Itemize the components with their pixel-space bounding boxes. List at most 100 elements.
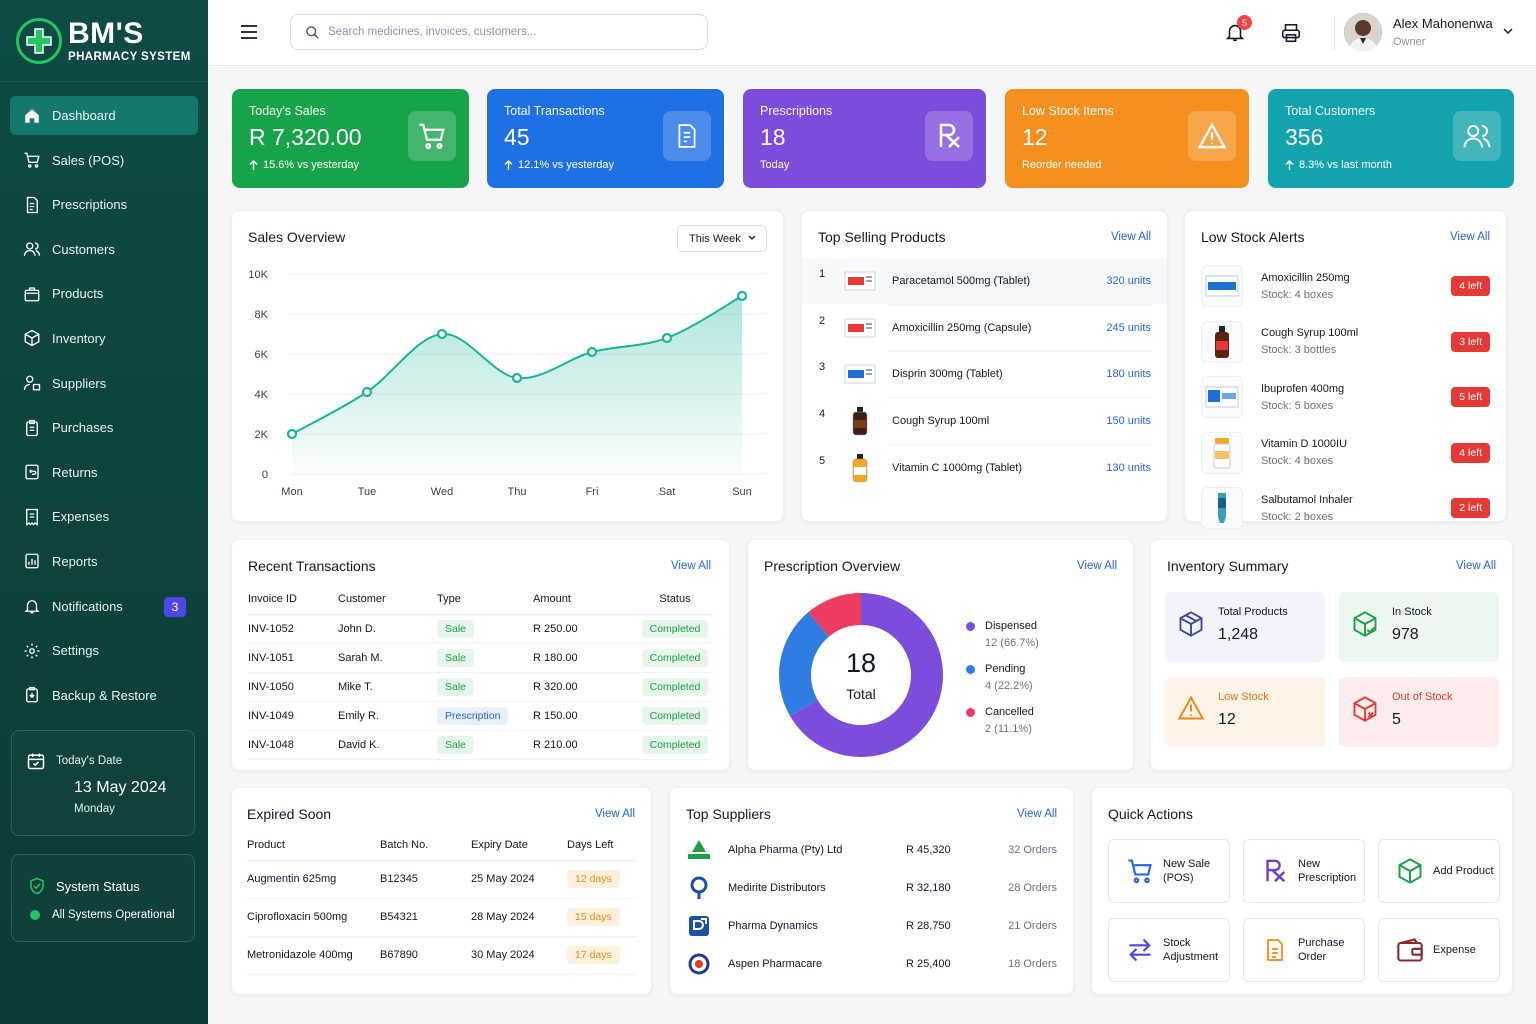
view-all-link[interactable]: View All	[1110, 231, 1151, 243]
tile-label: Out of Stock	[1392, 691, 1453, 703]
purchase-order-button[interactable]: Purchase Order	[1243, 918, 1365, 982]
supplier-amount: R 28,750	[906, 920, 951, 932]
stock-adjustment-button[interactable]: Stock Adjustment	[1108, 918, 1230, 982]
sidebar-item-label: Backup & Restore	[52, 687, 157, 703]
sidebar-item-notifications[interactable]: Notifications 3	[10, 587, 198, 626]
sidebar-item-expenses[interactable]: Expenses	[10, 497, 198, 536]
view-all-link[interactable]: View All	[594, 808, 635, 820]
brand[interactable]: BM'S PHARMACY SYSTEM	[0, 0, 208, 82]
new-prescription-button[interactable]: New Prescription	[1243, 839, 1365, 903]
invoice-icon	[663, 111, 711, 161]
sidebar-item-backup[interactable]: Backup & Restore	[10, 676, 198, 715]
sidebar-item-suppliers[interactable]: Suppliers	[10, 364, 198, 403]
printer-icon[interactable]	[1280, 22, 1302, 44]
stat-card-total-customers[interactable]: Total Customers 356 8.3% vs last month	[1268, 89, 1514, 188]
status-cell: Completed	[637, 672, 713, 702]
table-row[interactable]: INV-1051 Sarah M. Sale R 180.00 Complete…	[248, 643, 713, 673]
inventory-tile-low-stock[interactable]: Low Stock 12	[1165, 677, 1325, 747]
chevron-down-icon[interactable]	[1503, 27, 1513, 35]
inventory-tile-out-of-stock[interactable]: Out of Stock 5	[1339, 677, 1499, 747]
type-cell: Sale	[437, 614, 533, 644]
sidebar-item-products[interactable]: Products	[10, 274, 198, 313]
sidebar-item-sales[interactable]: Sales (POS)	[10, 141, 198, 180]
table-row[interactable]: Augmentin 625mg B12345 25 May 2024 12 da…	[247, 860, 637, 899]
chevron-down-icon	[748, 235, 756, 241]
arrow-up-icon	[249, 160, 258, 170]
avatar[interactable]	[1344, 13, 1382, 51]
top-product-row[interactable]: 4 Cough Syrup 100ml 150 units	[802, 398, 1167, 444]
view-all-link[interactable]: View All	[1016, 808, 1057, 820]
x-tick-label: Wed	[431, 486, 453, 498]
sidebar-item-returns[interactable]: Returns	[10, 453, 198, 492]
invoice-id: INV-1051	[248, 643, 338, 673]
inventory-tile-total-products[interactable]: Total Products 1,248	[1165, 592, 1325, 662]
table-row[interactable]: INV-1050 Mike T. Sale R 320.00 Completed	[248, 672, 713, 702]
sales-line-chart: 0 2K 4K 6K 8K 10K Mon Tue Wed Thu Fri Sat Sun	[248, 269, 767, 498]
top-product-row[interactable]: 3 Disprin 300mg (Tablet) 180 units	[802, 351, 1167, 397]
add-product-button[interactable]: Add Product	[1378, 839, 1500, 903]
low-stock-row[interactable]: Vitamin D 1000IU Stock: 4 boxes 4 left	[1201, 427, 1490, 479]
table-row[interactable]: INV-1052 John D. Sale R 250.00 Completed	[248, 614, 713, 644]
column-header: Type	[437, 584, 533, 615]
supplier-row[interactable]: Alpha Pharma (Pty) Ltd R 45,320 32 Order…	[686, 831, 1057, 869]
low-stock-row[interactable]: Amoxicillin 250mg Stock: 4 boxes 4 left	[1201, 260, 1490, 312]
panel-title: Expired Soon	[247, 806, 332, 822]
table-header-row: Invoice ID Customer Type Amount Status	[248, 584, 713, 615]
stat-card-total-transactions[interactable]: Total Transactions 45 12.1% vs yesterday	[487, 89, 724, 188]
view-all-link[interactable]: View All	[670, 560, 711, 572]
panel-title: Low Stock Alerts	[1201, 229, 1305, 245]
days-left-badge: 17 days	[567, 946, 620, 964]
table-row[interactable]: INV-1048 David K. Sale R 210.00 Complete…	[248, 730, 713, 760]
stat-card-low-stock[interactable]: Low Stock Items 12 Reorder needed	[1005, 89, 1249, 188]
invoice-id: INV-1050	[248, 672, 338, 702]
supplier-row[interactable]: Aspen Pharmacare R 25,400 18 Orders	[686, 945, 1057, 983]
view-all-link[interactable]: View All	[1455, 560, 1496, 572]
low-stock-row[interactable]: Ibuprofen 400mg Stock: 5 boxes 5 left	[1201, 371, 1490, 423]
sidebar-item-purchases[interactable]: Purchases	[10, 408, 198, 447]
customer-name: John D.	[338, 614, 437, 644]
supplier-row[interactable]: Pharma Dynamics R 28,750 21 Orders	[686, 907, 1057, 945]
inventory-summary-panel: Inventory Summary View All Total Product…	[1150, 539, 1513, 771]
table-row[interactable]: Metronidazole 400mg B67890 30 May 2024 1…	[247, 936, 637, 975]
tile-label: Low Stock	[1218, 691, 1269, 703]
sidebar-item-dashboard[interactable]: Dashboard	[10, 96, 198, 135]
user-name[interactable]: Alex Mahonenwa	[1393, 16, 1493, 31]
top-product-row[interactable]: 2 Amoxicillin 250mg (Capsule) 245 units	[802, 305, 1167, 351]
product-name: Disprin 300mg (Tablet)	[892, 368, 1003, 381]
sidebar-item-settings[interactable]: Settings	[10, 631, 198, 670]
sidebar-item-reports[interactable]: Reports	[10, 542, 198, 581]
search-input[interactable]	[328, 26, 688, 38]
stock-count: Stock: 4 boxes	[1261, 288, 1334, 301]
stat-card-todays-sales[interactable]: Today's Sales R 7,320.00 15.6% vs yester…	[232, 89, 469, 188]
stock-count: Stock: 4 boxes	[1261, 455, 1334, 467]
top-product-row[interactable]: 5 Vitamin C 1000mg (Tablet) 130 units	[802, 445, 1167, 491]
low-stock-row[interactable]: Cough Syrup 100ml Stock: 3 bottles 3 lef…	[1201, 316, 1490, 368]
panel-title: Top Suppliers	[686, 806, 771, 822]
period-dropdown[interactable]: This Week	[677, 225, 767, 252]
system-status-card: System Status All Systems Operational	[11, 854, 195, 942]
sidebar-item-prescriptions[interactable]: Prescriptions	[10, 185, 198, 224]
view-all-link[interactable]: View All	[1449, 231, 1490, 243]
tile-value: 978	[1392, 626, 1419, 643]
action-label: Add Product	[1433, 865, 1494, 877]
data-point	[511, 372, 523, 384]
table-row[interactable]: INV-1049 Emily R. Prescription R 150.00 …	[248, 701, 713, 731]
product-name: Vitamin C 1000mg (Tablet)	[892, 461, 1023, 474]
sidebar-item-label: Products	[52, 286, 104, 302]
table-row[interactable]: Ciprofloxacin 500mg B54321 28 May 2024 1…	[247, 898, 637, 937]
stat-value: R 7,320.00	[249, 124, 362, 150]
expense-button[interactable]: Expense	[1378, 918, 1500, 982]
stock-count: Stock: 3 bottles	[1261, 344, 1337, 356]
new-sale-button[interactable]: New Sale (POS)	[1108, 839, 1230, 903]
inventory-tile-in-stock[interactable]: In Stock 978	[1339, 592, 1499, 662]
menu-icon[interactable]	[240, 22, 258, 42]
sidebar-item-customers[interactable]: Customers	[10, 230, 198, 269]
status-badge: Completed	[641, 619, 709, 638]
sidebar-item-inventory[interactable]: Inventory	[10, 319, 198, 358]
supplier-row[interactable]: Medirite Distributors R 32,180 28 Orders	[686, 869, 1057, 907]
stat-card-prescriptions[interactable]: Prescriptions 18 Today	[743, 89, 986, 188]
view-all-link[interactable]: View All	[1076, 560, 1117, 572]
top-product-row[interactable]: 1 Paracetamol 500mg (Tablet) 320 units	[802, 258, 1167, 304]
bell-icon	[22, 596, 42, 616]
low-stock-row[interactable]: Salbutamol Inhaler Stock: 2 boxes 2 left	[1201, 482, 1490, 534]
